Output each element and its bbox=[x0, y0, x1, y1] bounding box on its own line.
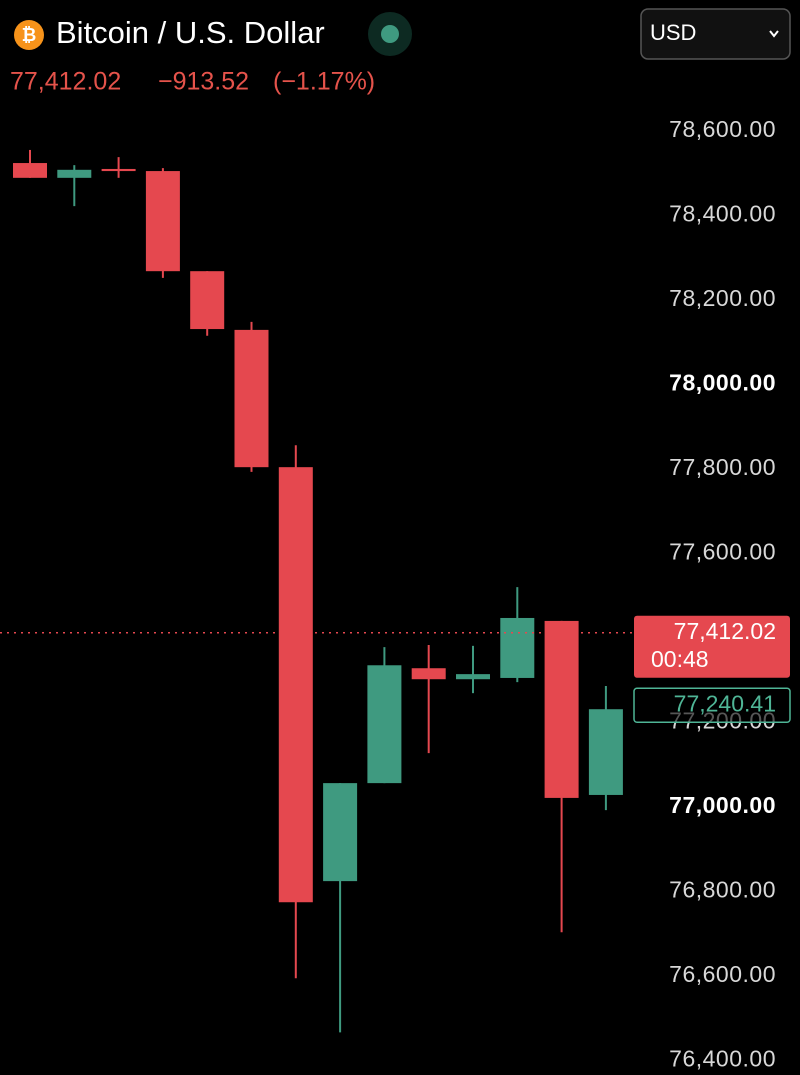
header-bg bbox=[0, 0, 630, 105]
price: 77,412.02 bbox=[10, 68, 121, 96]
change-pct: (−1.17%) bbox=[273, 68, 375, 96]
candle-body bbox=[278, 467, 313, 903]
candle-body bbox=[456, 674, 490, 680]
y-tick-label: 78,200.00 bbox=[669, 285, 776, 311]
status-dot bbox=[381, 25, 399, 43]
candle-body bbox=[145, 171, 180, 272]
y-tick-label: 78,400.00 bbox=[669, 201, 776, 227]
y-tick-label: 77,000.00 bbox=[669, 792, 776, 818]
candle-body bbox=[544, 620, 579, 798]
candle-body bbox=[367, 665, 402, 784]
candle-body bbox=[323, 783, 358, 882]
y-tick-label: 78,600.00 bbox=[669, 116, 776, 142]
candle-body bbox=[13, 163, 47, 178]
change: −913.52 bbox=[158, 68, 249, 96]
candle-body bbox=[411, 668, 446, 680]
last-price-box bbox=[634, 615, 790, 678]
candle-body bbox=[588, 709, 623, 795]
y-tick-label: 77,600.00 bbox=[669, 538, 776, 564]
countdown: 00:48 bbox=[651, 646, 709, 672]
plot bbox=[0, 149, 632, 1033]
y-tick-label: 76,400.00 bbox=[669, 1045, 776, 1071]
select-label[interactable]: USD bbox=[650, 20, 696, 45]
y-tick-label: 76,600.00 bbox=[669, 961, 776, 987]
title: Bitcoin / U.S. Dollar bbox=[56, 15, 325, 50]
candle-body bbox=[190, 271, 225, 330]
coin-symbol: ₿ bbox=[22, 25, 37, 45]
coin-icon bbox=[14, 20, 44, 50]
price-label: 77,240.41 bbox=[674, 690, 776, 716]
y-tick-label: 76,800.00 bbox=[669, 876, 776, 902]
y-tick-label: 77,800.00 bbox=[669, 454, 776, 480]
last-price-label: 77,412.02 bbox=[674, 618, 776, 644]
candle-body bbox=[101, 168, 136, 172]
header: ₿ Bitcoin / U.S. Dollar 77,412.02 −913.5… bbox=[0, 0, 630, 105]
currency-select[interactable]: USD bbox=[640, 8, 791, 60]
select-box[interactable] bbox=[640, 8, 791, 60]
candle-body bbox=[234, 329, 269, 468]
candle-body bbox=[57, 169, 92, 178]
chevron[interactable] bbox=[769, 30, 779, 38]
candle-body bbox=[500, 617, 535, 678]
y-tick-label: 78,000.00 bbox=[669, 369, 776, 395]
price-box bbox=[633, 687, 791, 723]
